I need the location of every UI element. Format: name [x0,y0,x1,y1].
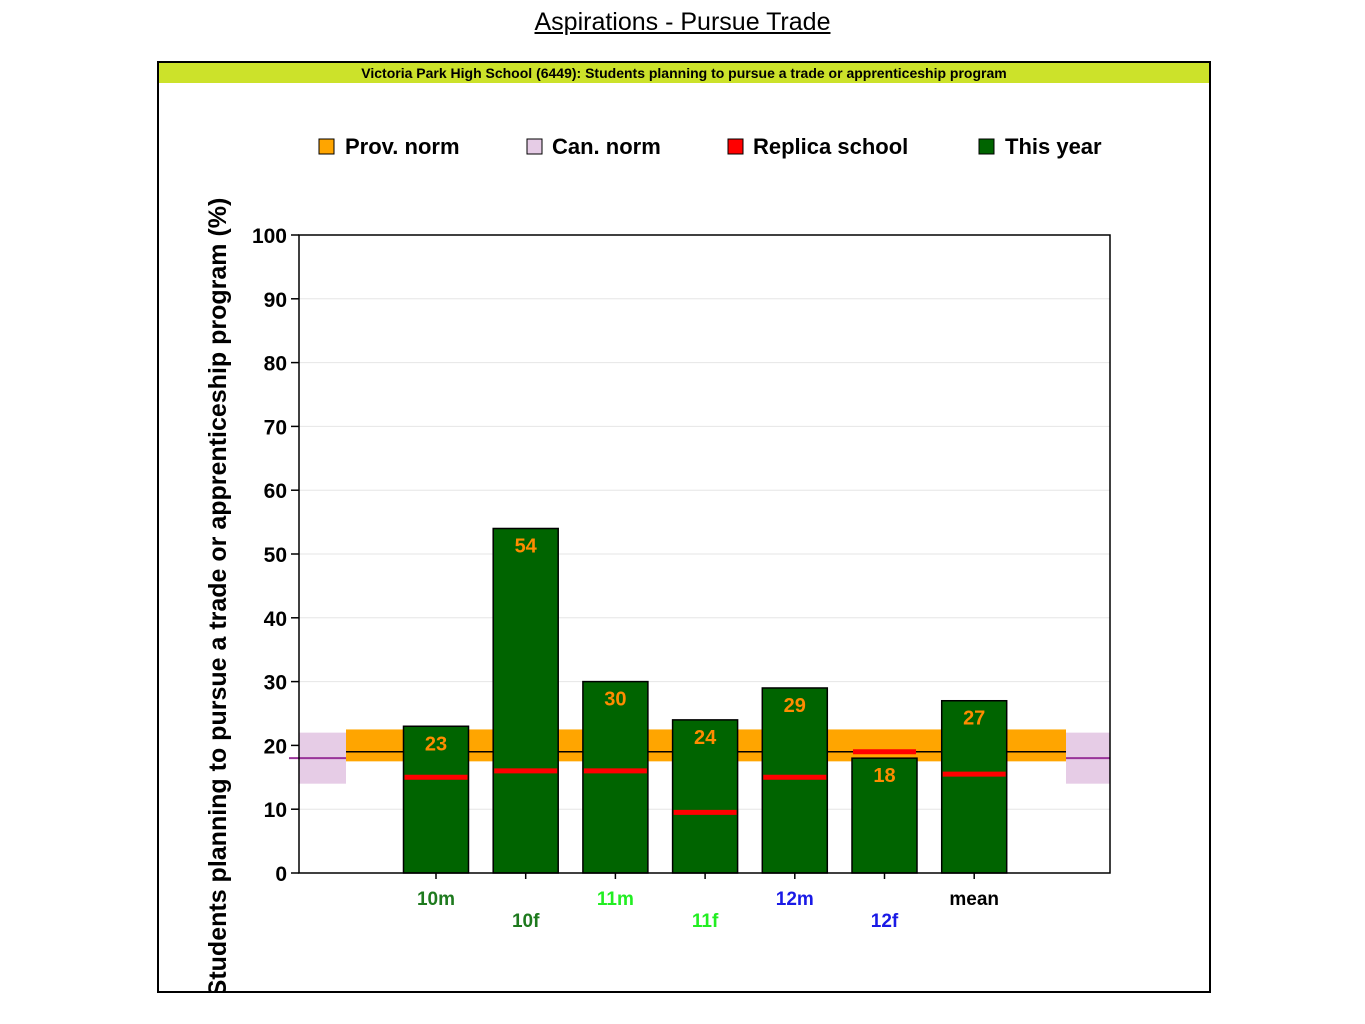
x-tick-label-12f: 12f [871,911,899,932]
bar-this-year-mean [940,699,1008,874]
bar-this-year-10m [402,725,470,874]
legend-item-this-year: This year [978,134,1102,159]
data-label-10m: 23 [425,733,447,755]
legend-label-prov-norm: Prov. norm [345,134,460,159]
chart: Victoria Park High School (6449): Studen… [159,63,1209,991]
y-tick-label-0: 0 [275,863,287,886]
header-band [159,63,1209,83]
x-tick-label-10m: 10m [417,889,455,910]
y-tick-label-40: 40 [264,608,287,631]
bar-this-year-12m [761,687,829,874]
y-axis-label: Students planning to pursue a trade or a… [204,198,232,991]
x-tick-label-11f: 11f [692,911,719,932]
chart-frame: Victoria Park High School (6449): Studen… [157,61,1211,993]
y-tick-label-100: 100 [252,225,287,248]
y-tick-label-20: 20 [264,735,287,758]
legend-item-can-norm: Can. norm [526,134,661,159]
bar-this-year-12f [851,757,918,874]
y-tick-label-30: 30 [264,672,287,695]
x-tick-label-12m: 12m [776,889,814,910]
legend-label-this-year: This year [1005,134,1102,159]
y-tick-label-50: 50 [264,544,287,567]
x-tick-label-10f: 10f [512,911,540,932]
x-tick-label-11m: 11m [597,889,634,910]
data-label-10f: 54 [515,535,538,557]
y-tick-label-80: 80 [264,353,287,376]
legend-item-replica-school: Replica school [727,134,908,159]
data-label-11f: 24 [694,727,717,749]
axes: 10m 10f 11m 11f 12m 12f mean 0 10 20 30 40 50 60 70 80 9… [252,225,1111,932]
legend-label-can-norm: Can. norm [552,134,661,159]
data-label-12f: 18 [873,765,895,787]
page-title: Aspirations - Pursue Trade [534,8,831,36]
legend-item-prov-norm: Prov. norm [318,134,460,159]
legend-label-replica-school: Replica school [753,134,908,159]
y-tick-label-10: 10 [264,799,287,822]
data-label-12m: 29 [784,695,806,717]
data-label-mean: 27 [963,708,985,730]
bar-this-year-10f [492,527,559,874]
bars: 23 54 30 24 29 18 27 [402,527,1008,874]
bar-this-year-11f [671,719,739,874]
legend-swatch-prov-norm [318,138,335,155]
y-tick-label-90: 90 [264,289,287,312]
x-tick-label-mean: mean [949,889,999,910]
legend-swatch-replica-school [727,138,744,155]
chart-title: Victoria Park High School (6449): Studen… [361,65,1006,81]
bar-this-year-11m [582,680,649,874]
y-tick-label-60: 60 [264,480,287,503]
y-tick-label-70: 70 [264,416,287,439]
legend: Prov. norm Can. norm Replica school This… [318,134,1102,159]
legend-swatch-can-norm [526,138,543,155]
legend-swatch-this-year [978,138,995,155]
data-label-11m: 30 [604,689,626,711]
